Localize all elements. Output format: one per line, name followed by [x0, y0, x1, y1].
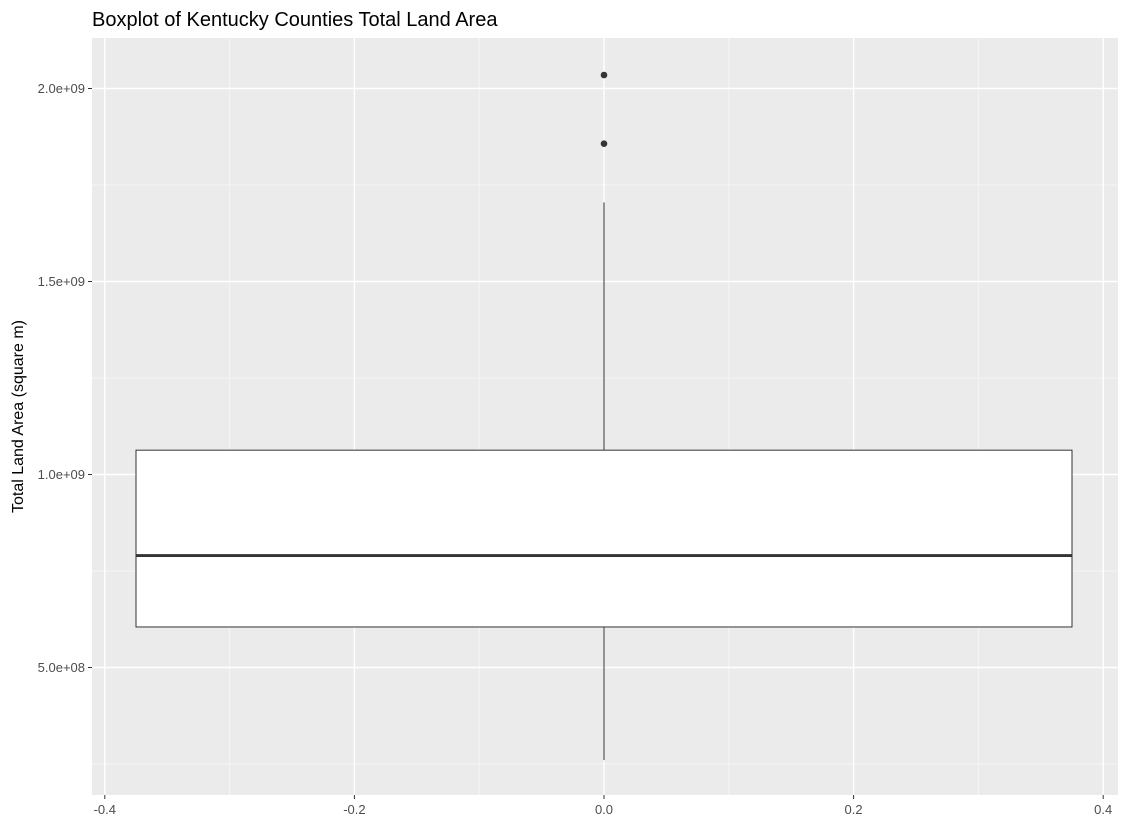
box-iqr	[135, 449, 1073, 628]
x-tick-label: -0.4	[94, 802, 116, 817]
chart-title: Boxplot of Kentucky Counties Total Land …	[92, 9, 498, 31]
y-axis: 5.0e+08 1.0e+09 1.5e+09 2.0e+09	[38, 81, 92, 675]
x-tick-label: 0.0	[595, 802, 613, 817]
y-tick-label: 5.0e+08	[38, 660, 85, 675]
box-marks	[135, 71, 1073, 761]
x-axis: -0.4 -0.2 0.0 0.2 0.4	[94, 795, 1112, 817]
plot-panel	[92, 38, 1118, 795]
y-tick-label: 2.0e+09	[38, 81, 85, 96]
x-tick-label: 0.4	[1094, 802, 1112, 817]
y-axis-title: Total Land Area (square m)	[10, 320, 27, 513]
outlier-point	[600, 140, 608, 147]
x-tick-label: 0.2	[845, 802, 863, 817]
x-tick-label: -0.2	[343, 802, 365, 817]
y-tick-label: 1.0e+09	[38, 467, 85, 482]
y-tick-label: 1.5e+09	[38, 274, 85, 289]
outlier-point	[600, 71, 608, 79]
